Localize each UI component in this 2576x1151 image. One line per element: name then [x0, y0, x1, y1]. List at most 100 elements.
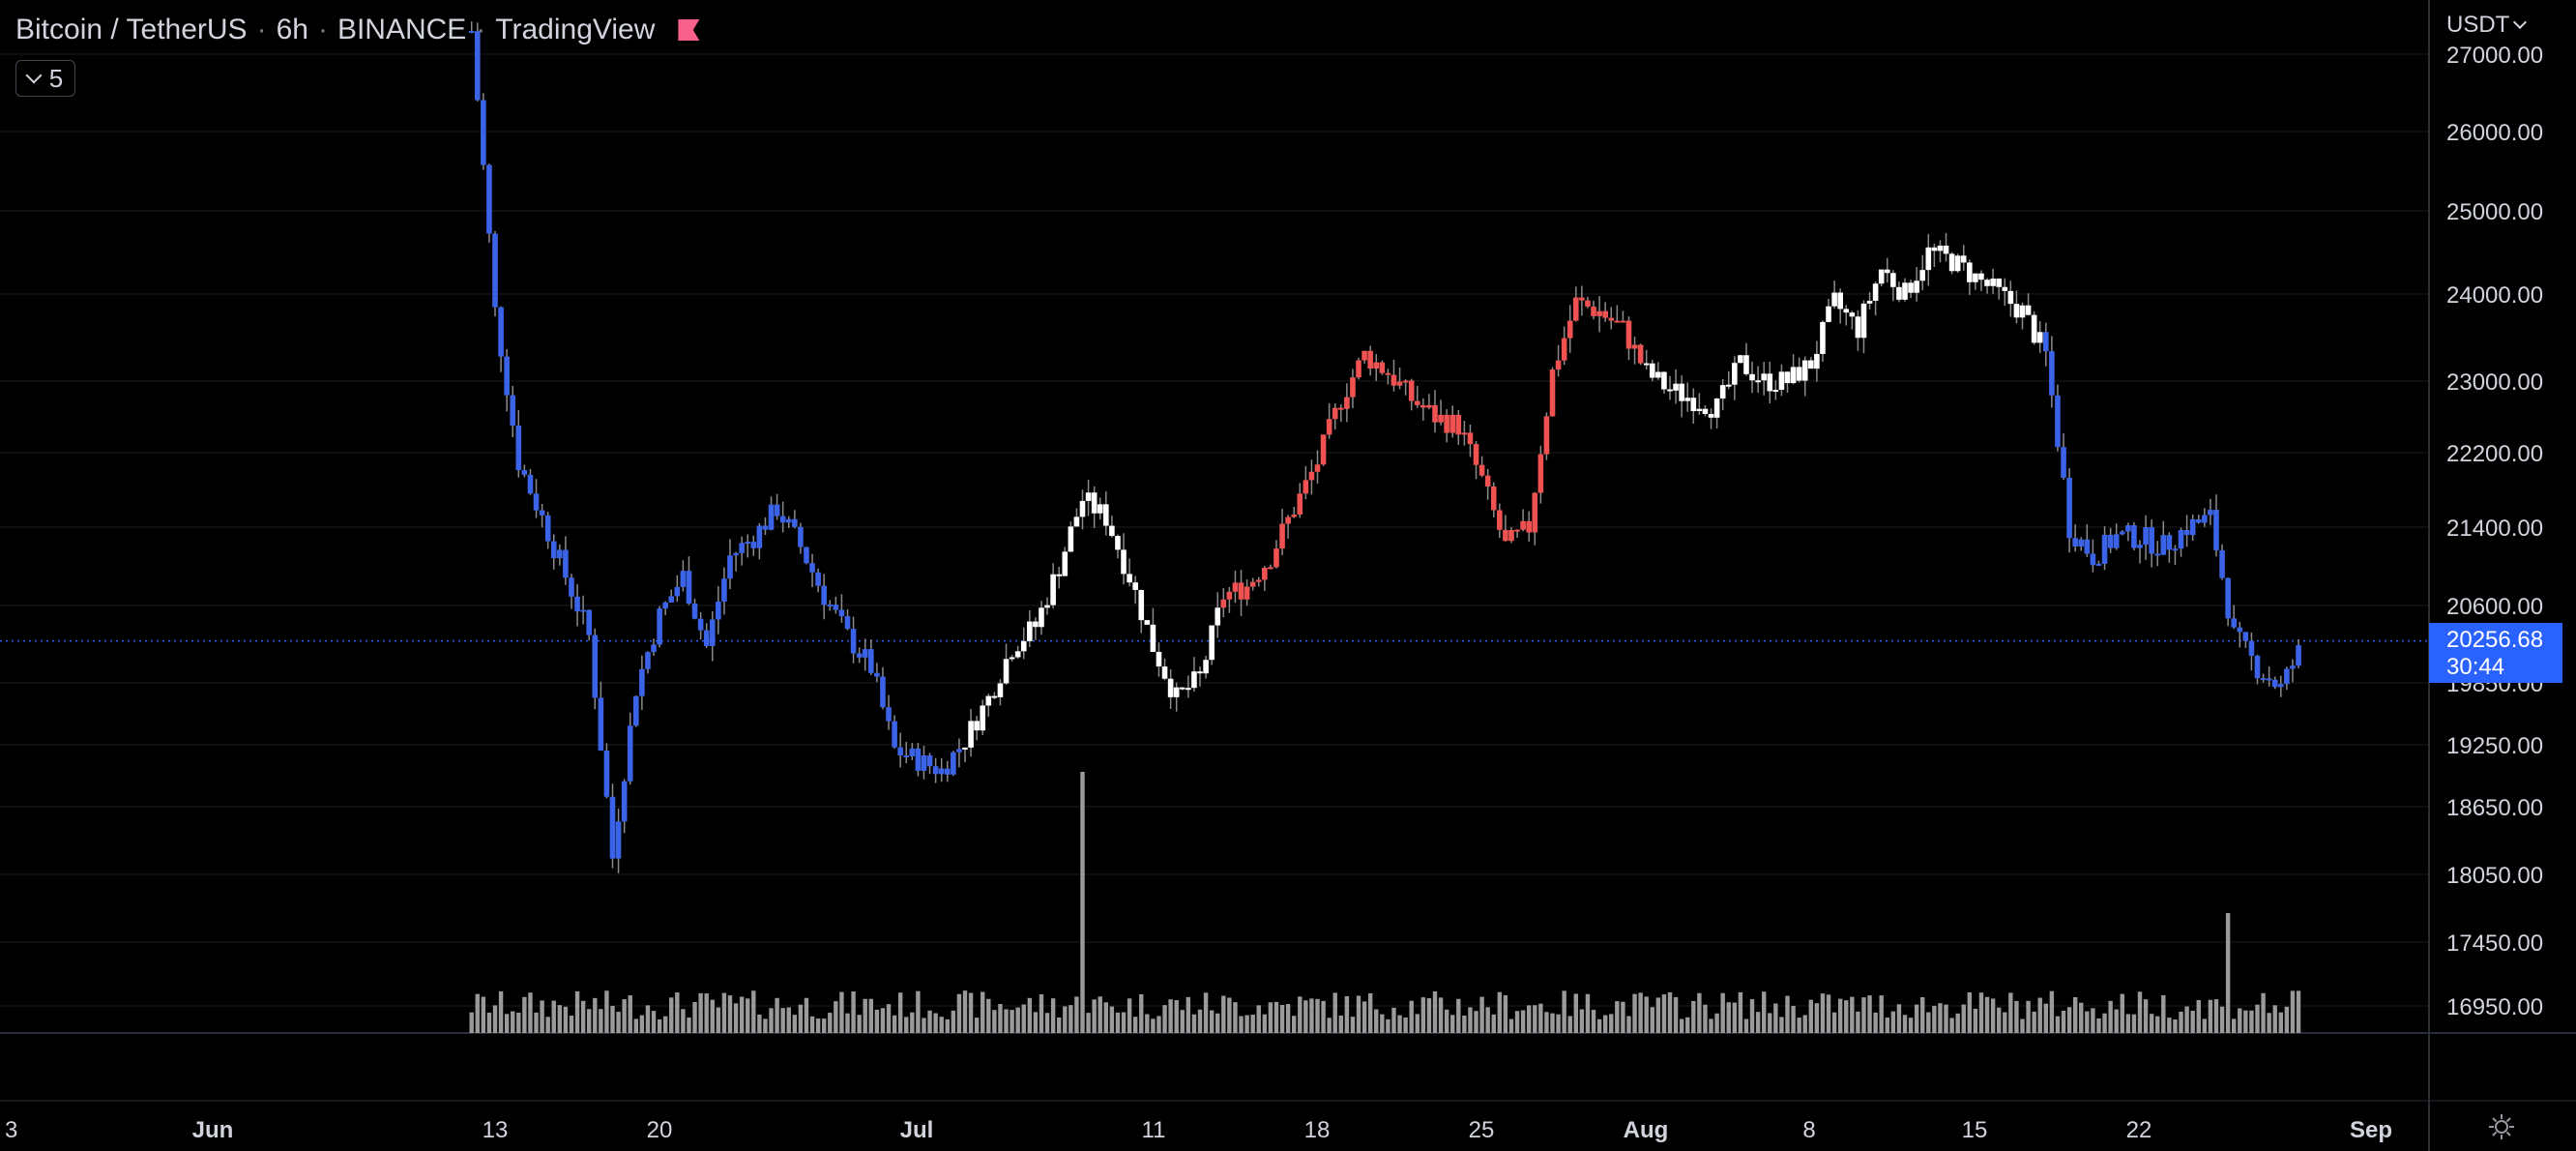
volume-bar — [1661, 994, 1667, 1033]
interval-label[interactable]: 6h — [276, 14, 308, 45]
volume-bar — [1039, 994, 1044, 1033]
volume-bar — [1749, 999, 1755, 1033]
volume-bar — [1997, 1007, 2002, 1033]
volume-bar — [1638, 992, 1643, 1033]
volume-bar — [1115, 1012, 1121, 1033]
volume-bar — [1186, 996, 1191, 1033]
candle-body — [1414, 400, 1420, 405]
candle-body — [486, 164, 492, 234]
candle-body — [739, 543, 745, 553]
volume-bar — [1768, 1013, 1772, 1033]
volume-bar — [1479, 996, 1484, 1033]
price-tick-label: 23000.00 — [2446, 369, 2543, 396]
candle-body — [2183, 529, 2190, 536]
candle-body — [880, 676, 886, 708]
volume-bar — [974, 1018, 980, 1033]
candles — [468, 21, 2301, 873]
volume-bar — [1938, 1003, 1943, 1033]
candle-body — [798, 526, 804, 547]
volume-bar — [2167, 1018, 2172, 1033]
candle-body — [1326, 419, 1332, 435]
symbol-header[interactable]: Bitcoin / TetherUS · 6h · BINANCE · Trad… — [15, 14, 699, 46]
candle-body — [980, 705, 986, 731]
volume-bar — [1867, 995, 1872, 1033]
candle-body — [2166, 535, 2173, 550]
volume-bar — [622, 999, 627, 1033]
candle-body — [1772, 390, 1779, 393]
time-tick-label: Sep — [2350, 1117, 2392, 1143]
candle-body — [1303, 480, 1309, 494]
volume-bar — [1503, 995, 1508, 1033]
volume-bar — [1367, 992, 1373, 1033]
volume-bar — [1896, 1004, 1902, 1033]
volume-bar — [2202, 1018, 2208, 1033]
volume-bar — [1209, 1010, 1215, 1033]
candle-body — [838, 609, 845, 617]
volume-bar — [580, 1000, 586, 1033]
flag-icon[interactable] — [678, 19, 699, 41]
candle-body — [1338, 407, 1344, 410]
candle-body — [1784, 371, 1791, 384]
volume-bar — [1021, 1004, 1026, 1033]
candle-body — [1990, 279, 1996, 286]
candle-body — [1890, 273, 1896, 287]
symbol-name[interactable]: Bitcoin / TetherUS — [15, 14, 248, 45]
volume-bar — [2108, 1000, 2113, 1033]
candle-body — [1655, 371, 1661, 378]
candle-body — [1079, 500, 1086, 517]
candle-body — [2195, 518, 2202, 523]
candle-body — [1514, 529, 1520, 532]
candle-body — [1062, 551, 1068, 576]
candle-body — [1039, 607, 1044, 628]
candle-body — [716, 601, 721, 620]
volume-bar — [2278, 1012, 2283, 1033]
candle-body — [609, 796, 616, 859]
volume-bar — [2137, 991, 2143, 1033]
candle-body — [1790, 367, 1797, 384]
candle-body — [657, 608, 662, 645]
currency-selector[interactable]: USDT — [2446, 12, 2528, 39]
bar-countdown: 30:44 — [2446, 654, 2505, 680]
volume-bar — [2255, 1004, 2260, 1033]
settings-gear-icon[interactable] — [2487, 1112, 2516, 1141]
volume-bar — [1057, 1017, 1062, 1033]
candle-body — [921, 754, 927, 771]
volume-bar — [610, 1005, 615, 1033]
candle-body — [1984, 280, 1990, 286]
volume-bar — [2003, 1012, 2007, 1033]
volume-bar — [1250, 1015, 1255, 1033]
volume-bar — [1602, 1015, 1608, 1033]
volume-bar — [1961, 1004, 1966, 1033]
volume-bar — [698, 992, 703, 1033]
candle-body — [833, 605, 839, 610]
volume-bar — [992, 1010, 997, 1033]
candle-body — [1361, 350, 1367, 361]
volume-bar — [727, 995, 733, 1033]
candle-body — [521, 470, 528, 475]
candle-body — [569, 577, 574, 597]
indicators-toggle-button[interactable]: 5 — [15, 60, 75, 97]
candle-body — [1297, 493, 1303, 516]
volume-bar — [1203, 992, 1209, 1033]
volume-bar — [1233, 1002, 1238, 1033]
candle-body — [1197, 671, 1203, 674]
candle-body — [1473, 444, 1479, 465]
candle-body — [1820, 321, 1826, 354]
volume-bar — [1902, 1015, 1908, 1033]
volume-bar — [2066, 1007, 2072, 1033]
volume-bar — [1562, 990, 1566, 1033]
volume-bar — [751, 990, 756, 1033]
volume-bar — [2049, 990, 2055, 1033]
candle-body — [533, 493, 540, 511]
volume-bar — [569, 1016, 574, 1033]
candle-body — [1249, 581, 1256, 587]
volume-bar — [951, 1010, 956, 1033]
chevron-down-icon — [2513, 15, 2528, 30]
volume-bar — [504, 1014, 510, 1033]
candle-body — [2036, 332, 2043, 343]
volume-bar — [1197, 1009, 1203, 1033]
candle-body — [1579, 297, 1585, 301]
candle-body — [1449, 414, 1456, 433]
candle-body — [2113, 534, 2120, 548]
